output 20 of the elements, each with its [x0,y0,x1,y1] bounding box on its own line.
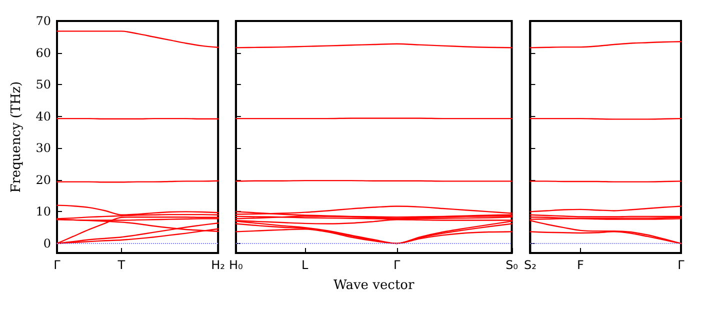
y-tick-label: 0 [43,236,51,250]
x-tick-label: T [116,258,126,272]
y-tick-label: 60 [36,46,51,60]
x-tick-label: S₀ [506,258,518,272]
x-tick-label: Γ [678,258,685,272]
x-tick-label: S₂ [524,258,537,272]
x-tick-label: H₂ [211,258,226,272]
y-axis-title: Frequency (THz) [9,81,24,193]
x-tick-label: L [302,258,309,272]
x-tick-label: Γ [393,258,400,272]
x-tick-label: Γ [54,258,61,272]
y-tick-label: 70 [36,14,51,28]
y-tick-label: 20 [36,172,51,187]
y-tick-label: 50 [36,78,51,92]
y-tick-label: 40 [36,109,51,124]
x-tick-label: F [577,258,584,272]
y-tick-label: 30 [36,141,51,156]
x-axis-title: Wave vector [333,278,415,293]
y-tick-label: 10 [36,204,51,219]
x-tick-label: H₀ [228,258,244,272]
